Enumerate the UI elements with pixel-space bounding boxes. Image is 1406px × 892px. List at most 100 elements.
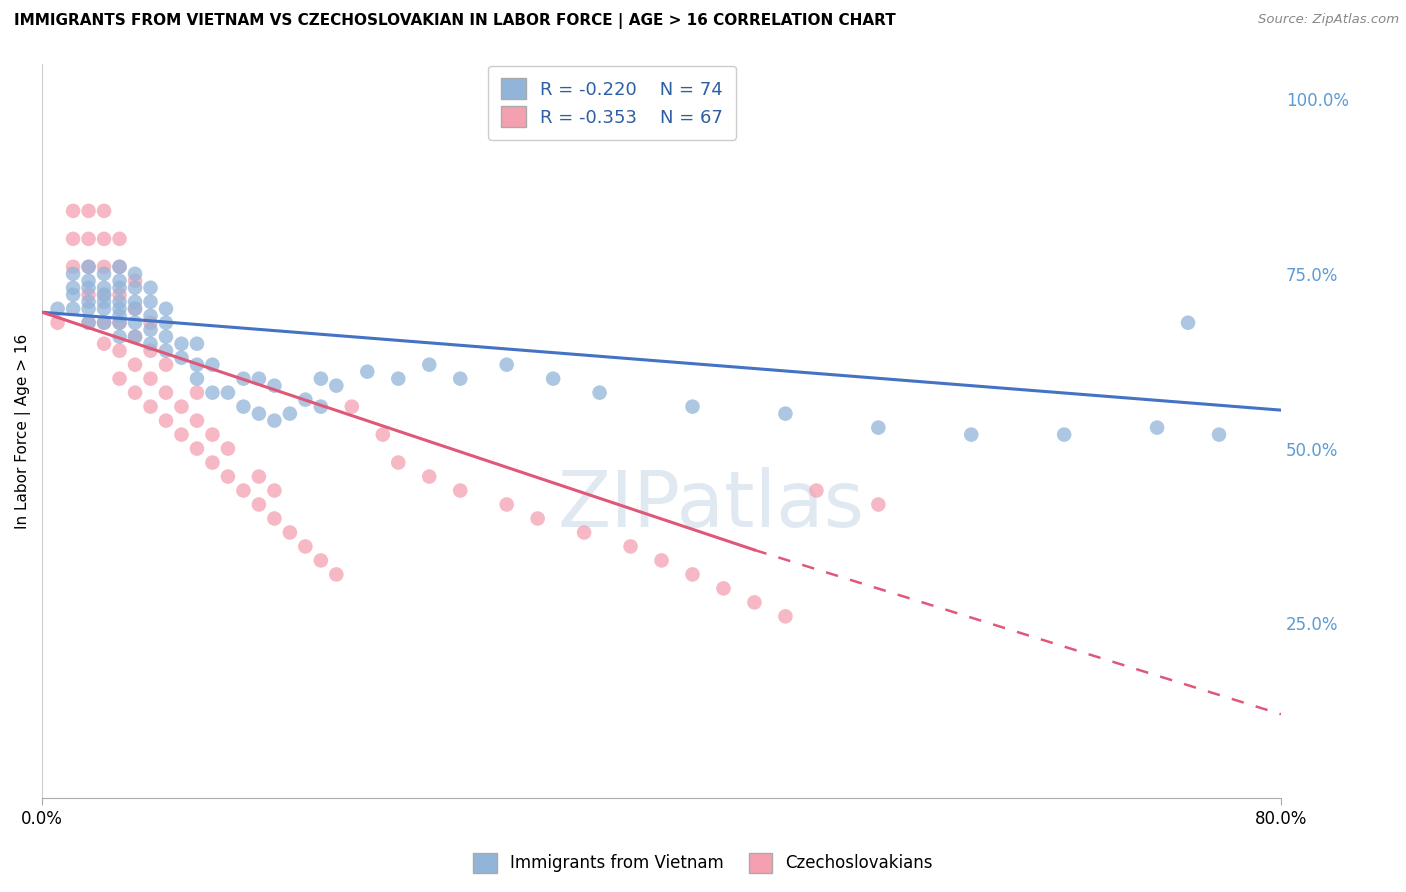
Legend: Immigrants from Vietnam, Czechoslovakians: Immigrants from Vietnam, Czechoslovakian… [467, 847, 939, 880]
Point [201, 385, 224, 400]
Point [77, 316, 100, 330]
Point [263, 378, 285, 392]
Point [77, 294, 100, 309]
Point [170, 351, 193, 365]
Point [108, 260, 131, 274]
Point [418, 469, 440, 483]
Point [682, 400, 704, 414]
Point [201, 456, 224, 470]
Point [155, 414, 177, 428]
Point [418, 358, 440, 372]
Point [682, 567, 704, 582]
Point [93, 232, 115, 246]
Point [263, 414, 285, 428]
Point [155, 358, 177, 372]
Point [62, 281, 84, 295]
Point [186, 414, 208, 428]
Point [713, 582, 735, 596]
Point [960, 427, 983, 442]
Point [93, 260, 115, 274]
Point [387, 372, 409, 386]
Point [77, 281, 100, 295]
Point [309, 372, 332, 386]
Point [247, 372, 270, 386]
Point [775, 609, 797, 624]
Point [186, 336, 208, 351]
Text: Source: ZipAtlas.com: Source: ZipAtlas.com [1258, 13, 1399, 27]
Point [93, 316, 115, 330]
Point [77, 274, 100, 288]
Point [170, 400, 193, 414]
Point [124, 301, 146, 316]
Point [495, 358, 517, 372]
Point [217, 469, 239, 483]
Point [651, 553, 673, 567]
Point [1146, 420, 1168, 434]
Point [186, 442, 208, 456]
Point [309, 553, 332, 567]
Point [278, 407, 301, 421]
Point [108, 287, 131, 301]
Point [108, 294, 131, 309]
Point [1208, 427, 1230, 442]
Point [108, 301, 131, 316]
Point [124, 316, 146, 330]
Point [217, 385, 239, 400]
Point [62, 203, 84, 218]
Y-axis label: In Labor Force | Age > 16: In Labor Force | Age > 16 [15, 334, 31, 529]
Point [201, 427, 224, 442]
Point [526, 511, 548, 525]
Point [93, 267, 115, 281]
Point [247, 407, 270, 421]
Point [139, 323, 162, 337]
Point [278, 525, 301, 540]
Point [77, 287, 100, 301]
Text: ZIPatlas: ZIPatlas [558, 467, 865, 542]
Point [139, 372, 162, 386]
Point [93, 316, 115, 330]
Point [124, 274, 146, 288]
Point [139, 281, 162, 295]
Point [124, 385, 146, 400]
Point [124, 281, 146, 295]
Point [124, 329, 146, 343]
Point [93, 281, 115, 295]
Point [108, 309, 131, 323]
Point [62, 260, 84, 274]
Point [139, 336, 162, 351]
Point [201, 358, 224, 372]
Point [139, 316, 162, 330]
Point [217, 442, 239, 456]
Point [356, 365, 378, 379]
Point [309, 400, 332, 414]
Point [806, 483, 828, 498]
Point [108, 281, 131, 295]
Point [1053, 427, 1076, 442]
Point [124, 267, 146, 281]
Point [46, 301, 69, 316]
Point [495, 498, 517, 512]
Point [619, 540, 641, 554]
Point [77, 260, 100, 274]
Point [93, 301, 115, 316]
Point [294, 540, 316, 554]
Point [77, 316, 100, 330]
Point [868, 498, 890, 512]
Point [62, 287, 84, 301]
Point [170, 336, 193, 351]
Point [93, 294, 115, 309]
Point [62, 301, 84, 316]
Point [139, 400, 162, 414]
Point [232, 372, 254, 386]
Point [247, 469, 270, 483]
Point [588, 385, 610, 400]
Point [139, 309, 162, 323]
Point [77, 203, 100, 218]
Point [62, 232, 84, 246]
Point [93, 203, 115, 218]
Point [186, 358, 208, 372]
Point [108, 343, 131, 358]
Point [77, 301, 100, 316]
Point [46, 316, 69, 330]
Point [77, 260, 100, 274]
